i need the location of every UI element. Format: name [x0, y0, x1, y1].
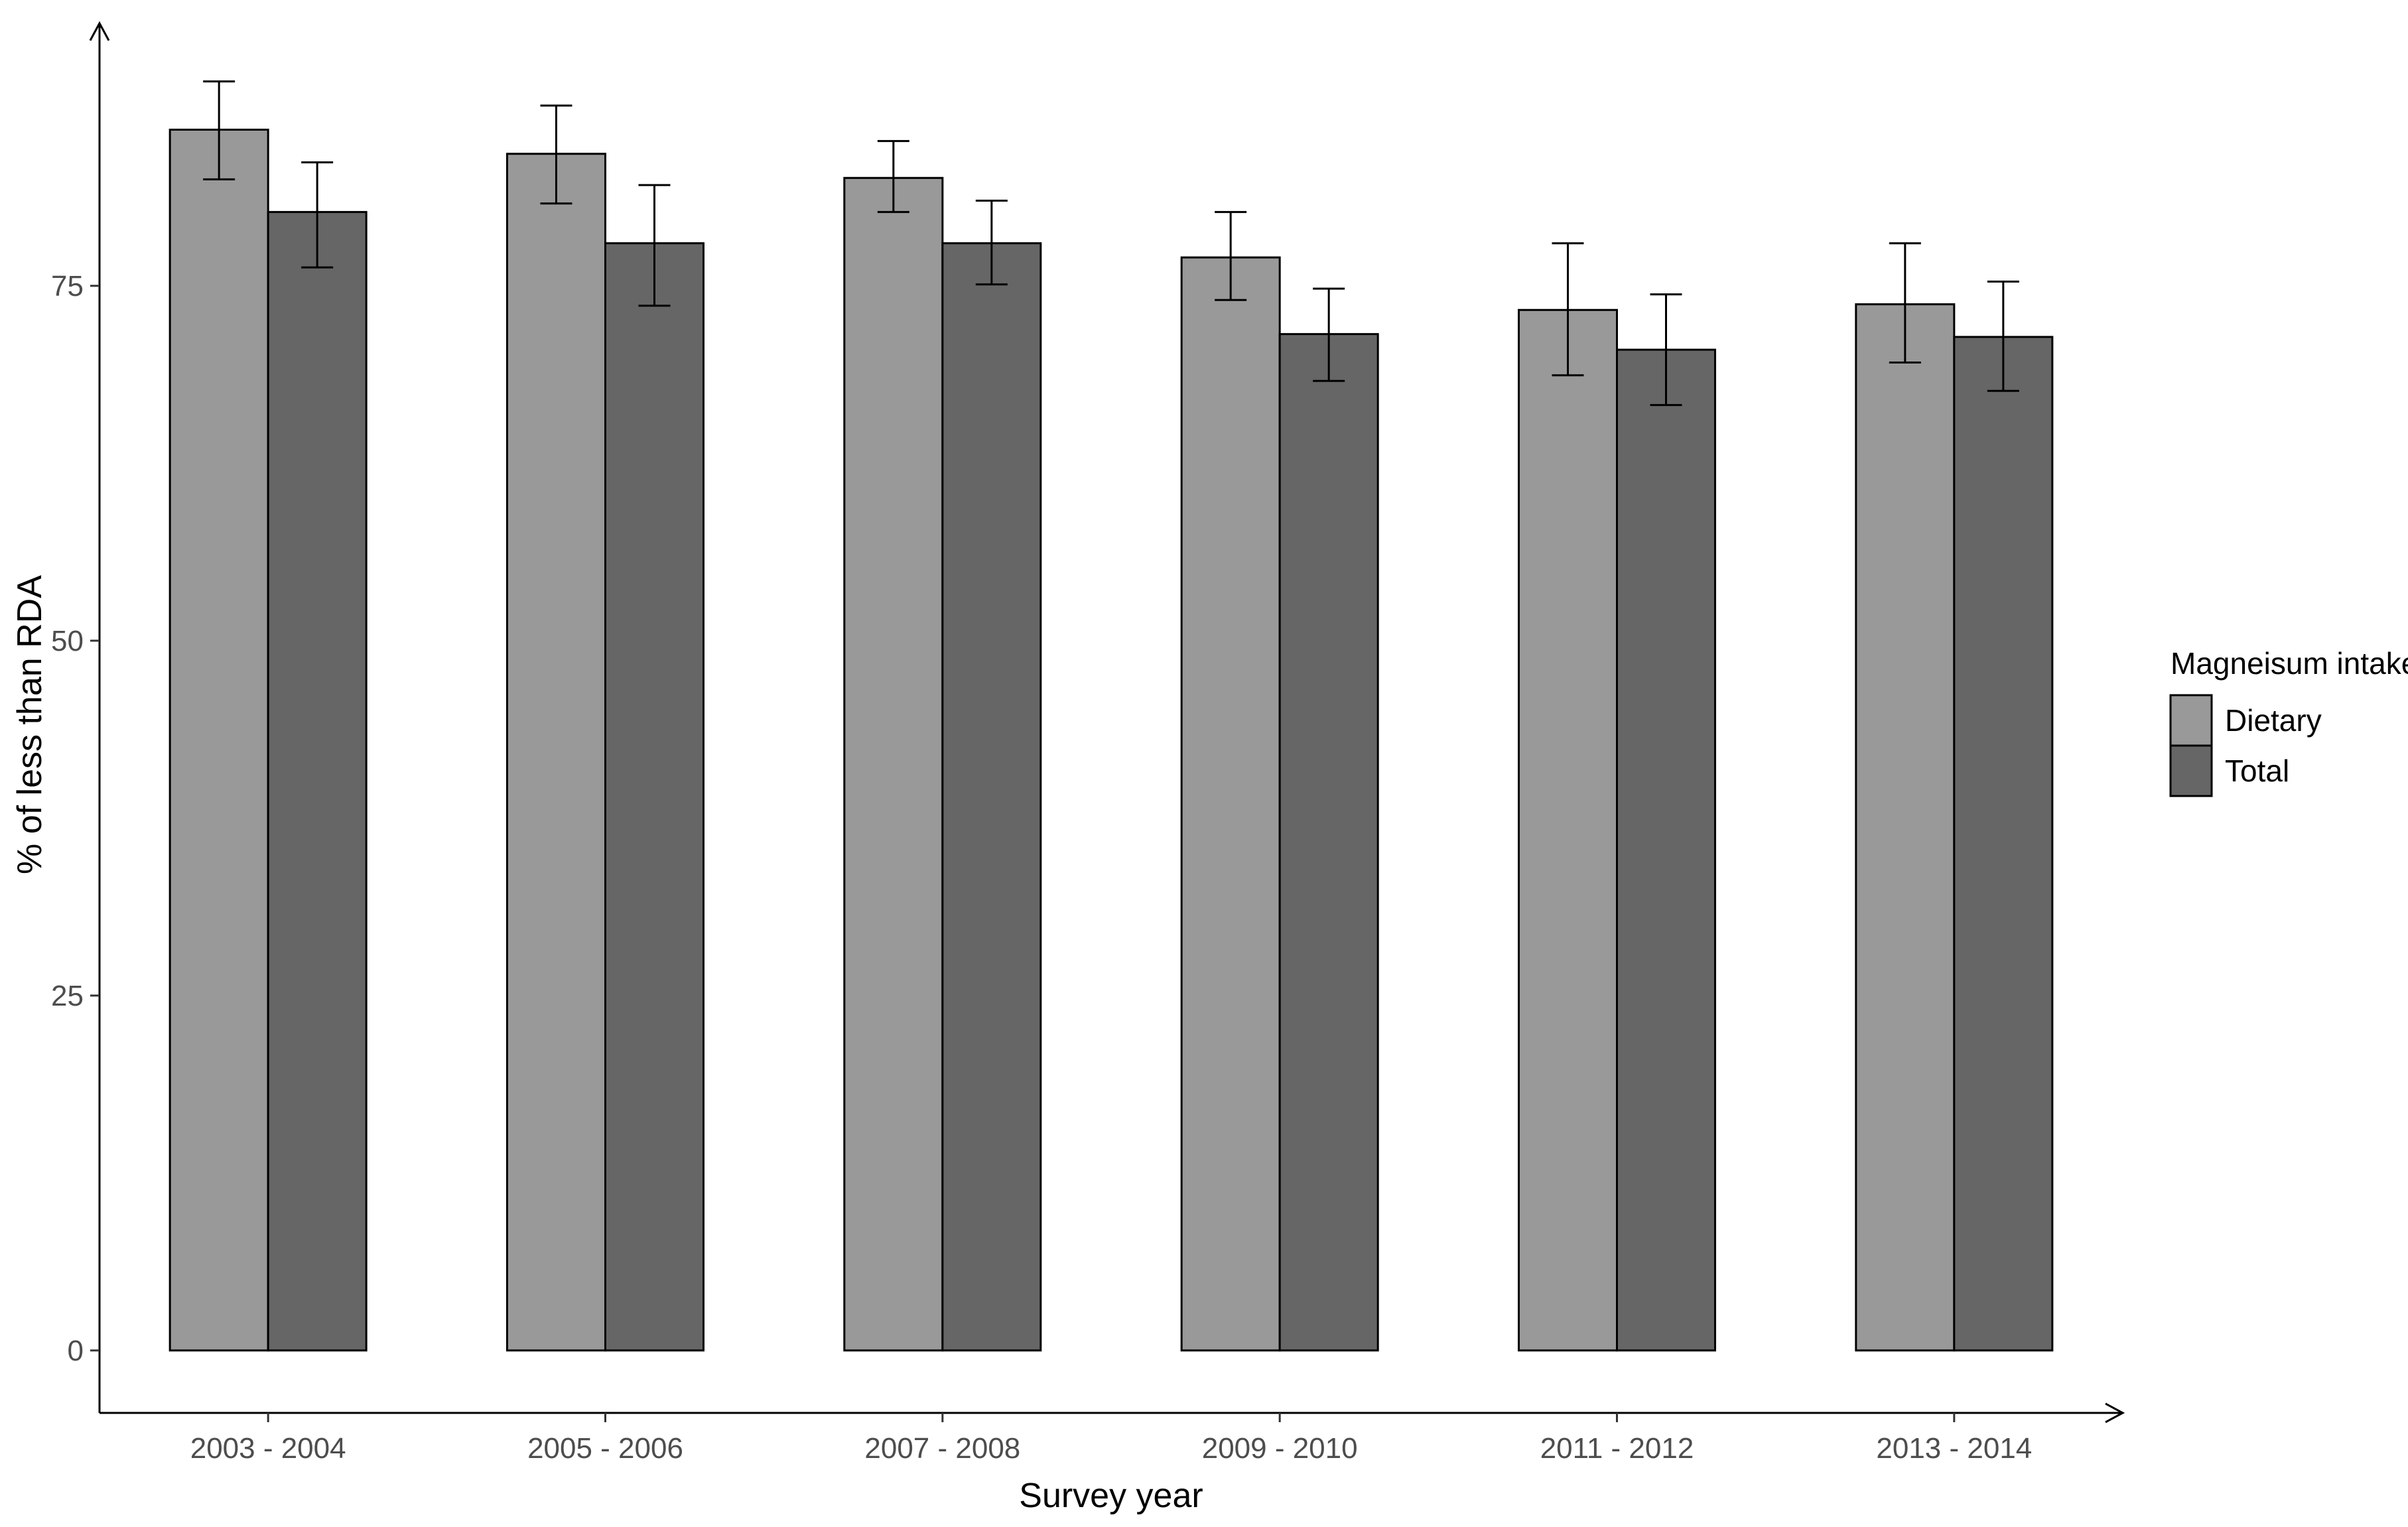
bar-total-2: [941, 242, 1042, 1352]
legend-label-total: Total: [2225, 754, 2289, 788]
bar-dietary-3: [1180, 256, 1281, 1352]
x-tick-label: 2013 - 2014: [1876, 1432, 2032, 1465]
x-tick-label: 2003 - 2004: [190, 1432, 346, 1465]
y-tick-label: 0: [68, 1335, 84, 1367]
bar-dietary-0: [168, 128, 269, 1352]
legend-key-total: [2169, 744, 2213, 797]
x-tick-label: 2005 - 2006: [527, 1432, 683, 1465]
x-axis-title: Survey year: [1019, 1477, 1203, 1515]
x-axis-ticks: 2003 - 2004 2005 - 2006 2007 - 2008 2009 - …: [190, 1413, 2032, 1465]
bar-dietary-2: [843, 176, 944, 1352]
bar-total-5: [1953, 336, 2054, 1352]
bar-dietary-4: [1518, 308, 1618, 1352]
y-axis-title: % of less than RDA: [11, 575, 49, 874]
bar-total-3: [1278, 333, 1379, 1352]
error-bar-dietary-5: [1889, 242, 1921, 364]
x-tick-label: 2011 - 2012: [1540, 1432, 1694, 1465]
bar-dietary-5: [1855, 303, 1956, 1352]
y-tick-label: 50: [51, 625, 84, 657]
legend-items: Dietary Total: [2169, 694, 2322, 797]
legend-title: Magneisum intake: [2171, 646, 2408, 681]
x-tick-label: 2007 - 2008: [864, 1432, 1020, 1465]
error-bar-dietary-0: [203, 80, 235, 180]
y-axis-ticks: 0 25 50 75: [51, 270, 100, 1367]
bar-total-1: [604, 242, 704, 1352]
legend-key-dietary: [2169, 694, 2213, 747]
error-bar-total-2: [975, 199, 1008, 286]
bar-total-0: [267, 211, 368, 1352]
bar-dietary-1: [506, 153, 606, 1352]
error-bar-total-4: [1650, 293, 1682, 407]
error-bar-total-3: [1313, 287, 1345, 382]
error-bar-dietary-3: [1215, 211, 1247, 301]
y-tick-label: 75: [51, 270, 84, 302]
error-bar-total-1: [638, 184, 671, 307]
error-bar-total-5: [1987, 280, 2019, 392]
y-tick-label: 25: [51, 980, 84, 1012]
x-tick-label: 2009 - 2010: [1202, 1432, 1358, 1465]
plot-area: [168, 80, 2054, 1352]
bars-group: [168, 128, 2054, 1352]
bar-total-4: [1616, 348, 1716, 1352]
legend: Magneisum intake Dietary Total: [2169, 646, 2408, 797]
error-bars-group: [203, 80, 2019, 407]
error-bar-total-0: [301, 161, 334, 269]
error-bar-dietary-1: [540, 104, 572, 205]
error-bar-dietary-4: [1552, 242, 1584, 377]
legend-label-dietary: Dietary: [2225, 703, 2322, 738]
error-bar-dietary-2: [877, 140, 909, 214]
